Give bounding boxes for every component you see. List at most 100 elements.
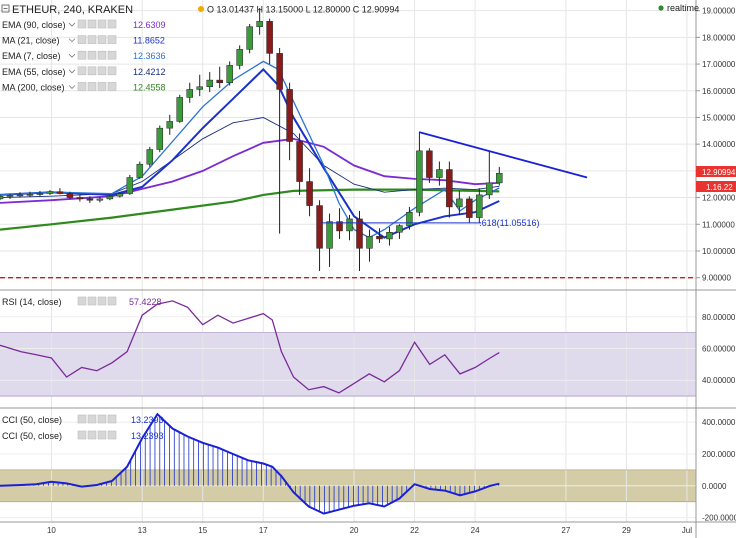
rsi-value: 57.4228 (129, 297, 162, 307)
candle (86, 196, 94, 203)
candle-body (126, 177, 134, 194)
status-dot-icon (198, 6, 204, 12)
candle (316, 200, 323, 271)
realtime-dot-icon (658, 5, 664, 11)
candle-body (326, 221, 333, 249)
secondary-price-tag: 1.16.22 (696, 181, 736, 192)
candle (156, 125, 164, 153)
rsi-legend: RSI (14, close) 57.4228 (2, 296, 162, 307)
chevron-down-icon (68, 85, 76, 89)
indicator-control-icon[interactable] (87, 66, 97, 76)
indicator-control-icon[interactable] (107, 82, 117, 91)
x-tick-label: Jul (682, 526, 692, 535)
indicator-control-icon[interactable] (97, 82, 107, 91)
indicator-control-icon[interactable] (107, 66, 117, 76)
candle-body (246, 26, 253, 50)
rsi-controls[interactable] (77, 296, 117, 306)
indicator-control-icon[interactable] (77, 35, 87, 44)
candle (0, 194, 4, 201)
candle (216, 66, 223, 89)
candle-body (486, 182, 493, 196)
y-tick-label: 12.00000 (702, 194, 736, 203)
indicator-control-icon[interactable] (77, 66, 87, 76)
candle (466, 196, 473, 223)
indicator-control-icon[interactable] (87, 19, 97, 29)
candle-body (396, 225, 403, 233)
cci-controls-1[interactable] (77, 414, 117, 424)
symbol-title: ETHEUR, 240, KRAKEN (12, 4, 133, 16)
indicator-name: MA (200, close) (2, 82, 65, 92)
candle (176, 94, 183, 123)
candle-body (6, 195, 14, 197)
candle-body (356, 218, 363, 249)
indicator-name: EMA (90, close) (2, 20, 66, 30)
ema7-line (0, 60, 500, 239)
indicator-control-icon[interactable] (107, 35, 117, 44)
collapse-icon[interactable] (1, 4, 10, 13)
candle (6, 193, 14, 199)
candle-body (206, 79, 213, 88)
x-tick-label: 15 (198, 526, 207, 535)
indicator-name: EMA (55, close) (2, 67, 66, 77)
y-tick-label: 9.00000 (702, 274, 731, 283)
candle-body (316, 205, 323, 249)
candle (286, 82, 293, 161)
indicator-legend-row: EMA (90, close) 12.6309 (2, 19, 166, 30)
candle (46, 190, 54, 195)
y-tick-label: 19.00000 (702, 7, 736, 16)
indicator-control-icon[interactable] (77, 19, 87, 29)
candle-body (476, 194, 483, 218)
y-tick-label: 15.00000 (702, 113, 736, 122)
indicator-control-icon[interactable] (77, 82, 87, 91)
candle (26, 191, 34, 198)
candle-body (106, 195, 114, 200)
rsi-line (0, 300, 500, 394)
indicator-control-icon[interactable] (87, 50, 97, 60)
indicator-control-icon[interactable] (87, 35, 97, 44)
candle-body (416, 150, 423, 213)
indicator-control-icon[interactable] (97, 19, 107, 29)
indicator-legend-row: EMA (7, close) 12.3636 (2, 50, 166, 61)
cci-tick-label: -200.0000 (702, 514, 736, 523)
candle-body (406, 211, 413, 226)
cci-controls-2[interactable] (77, 430, 117, 440)
candle (266, 18, 273, 65)
cci-title-1: CCI (50, close) (2, 415, 62, 425)
x-tick-label: 10 (47, 526, 56, 535)
indicator-control-icon[interactable] (97, 35, 107, 44)
indicator-name: EMA (7, close) (2, 51, 61, 61)
candle-body (26, 194, 34, 196)
candle-body (116, 193, 124, 197)
rsi-tick-label: 60.00000 (702, 345, 736, 354)
indicator-control-icon[interactable] (87, 82, 97, 91)
trendline (418, 131, 588, 179)
candle-body (446, 169, 453, 208)
indicator-control-icon[interactable] (107, 50, 117, 60)
svg-text:1.16.22: 1.16.22 (706, 183, 733, 192)
candle (186, 82, 193, 103)
chevron-down-icon (68, 22, 76, 27)
candle-body (46, 191, 54, 194)
indicator-control-icon[interactable] (107, 19, 117, 29)
candle-body (186, 89, 193, 98)
rsi-title: RSI (14, close) (2, 297, 62, 307)
indicator-control-icon[interactable] (97, 66, 107, 76)
candle-body (306, 181, 313, 206)
candle-body (56, 191, 64, 194)
candle (276, 48, 283, 234)
candle-body (466, 198, 473, 218)
indicator-control-icon[interactable] (77, 50, 87, 60)
cci-tick-label: 400.0000 (702, 418, 736, 427)
candle (396, 224, 403, 239)
indicator-control-icon[interactable] (97, 50, 107, 60)
candle (56, 188, 64, 195)
x-tick-label: 17 (259, 526, 268, 535)
candle (306, 168, 313, 217)
candle-body (146, 149, 154, 165)
candle (36, 190, 44, 197)
indicator-name: MA (21, close) (2, 36, 60, 46)
candle-body (236, 49, 243, 66)
candle (106, 194, 114, 201)
x-tick-label: 27 (561, 526, 570, 535)
